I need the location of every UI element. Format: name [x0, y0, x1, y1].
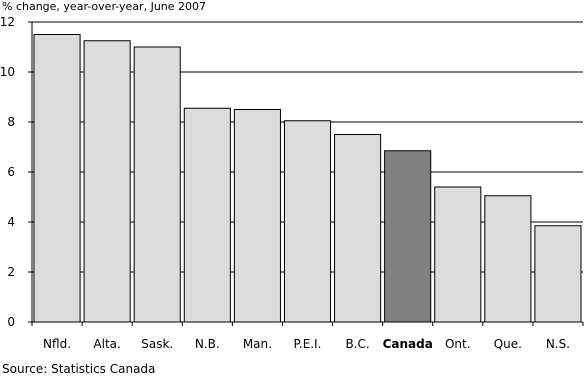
x-label-sask: Sask. [141, 337, 173, 351]
bar-alta [83, 40, 131, 323]
bar-que [484, 195, 532, 323]
x-label-que: Que. [494, 337, 522, 351]
bar-n-b [183, 107, 231, 323]
x-label-man: Man. [243, 337, 272, 351]
y-axis-tick-labels: 0 2 4 6 8 10 12 [0, 15, 15, 329]
axes [28, 21, 584, 326]
bar-ont [434, 186, 482, 323]
y-tick-label-0: 0 [7, 315, 15, 329]
bar-nfld [33, 34, 81, 323]
bars [33, 34, 582, 323]
bar-man [233, 109, 281, 323]
bar-p-e-i [283, 120, 332, 323]
x-label-alta: Alta. [93, 337, 120, 351]
bar-n-s [534, 225, 582, 323]
source-note: Source: Statistics Canada [2, 362, 155, 376]
bar-sask [133, 46, 181, 323]
x-label-nfld: Nfld. [43, 337, 71, 351]
bar-b-c [334, 134, 382, 323]
y-tick-label-8: 8 [7, 115, 15, 129]
x-axis-category-labels: Nfld. Alta. Sask. N.B. Man. P.E.I. B.C. Canada O… [43, 337, 570, 351]
y-tick-label-2: 2 [7, 265, 15, 279]
y-tick-label-12: 12 [0, 15, 15, 29]
y-tick-label-6: 6 [7, 165, 15, 179]
x-label-n-s: N.S. [546, 337, 570, 351]
x-label-p-e-i: P.E.I. [294, 337, 322, 351]
x-label-n-b: N.B. [195, 337, 220, 351]
y-tick-label-4: 4 [7, 215, 15, 229]
x-label-ont: Ont. [445, 337, 471, 351]
x-label-canada: Canada [383, 337, 433, 351]
chart-subtitle: % change, year-over-year, June 2007 [2, 0, 206, 13]
bar-canada [384, 150, 432, 323]
y-tick-label-10: 10 [0, 65, 15, 79]
x-label-b-c: B.C. [345, 337, 369, 351]
